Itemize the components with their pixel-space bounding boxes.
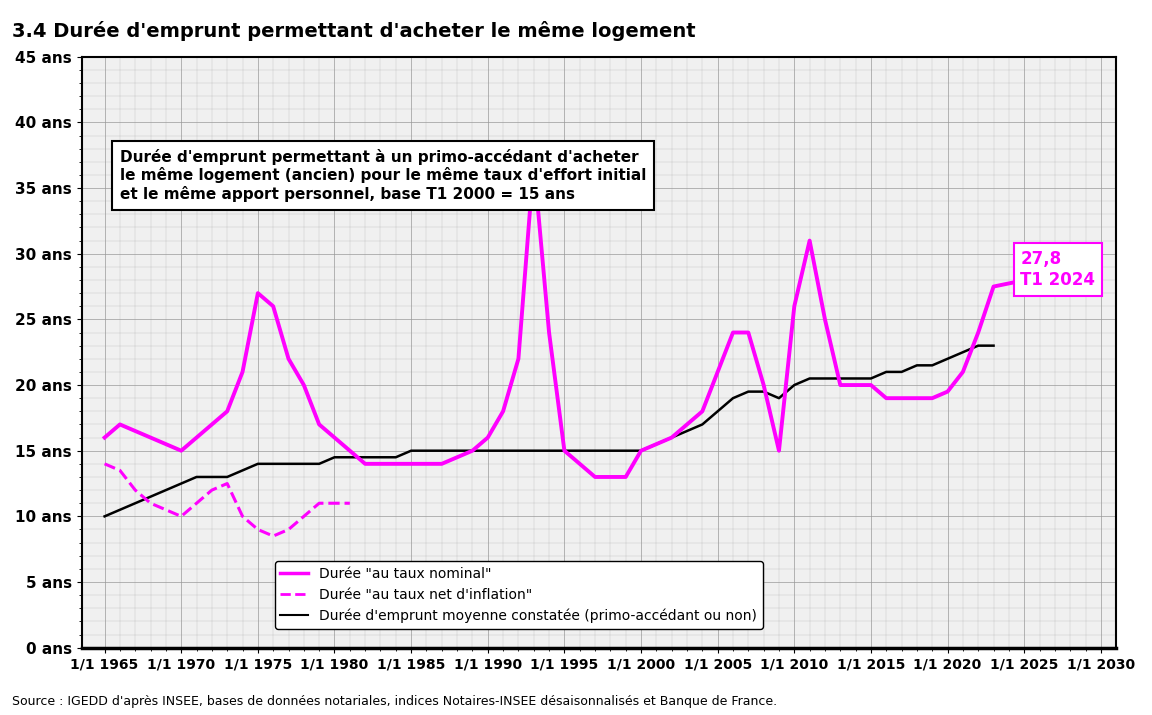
Legend: Durée "au taux nominal", Durée "au taux net d'inflation", Durée d'emprunt moyenn: Durée "au taux nominal", Durée "au taux …: [275, 561, 763, 629]
Text: Durée d'emprunt permettant à un primo-accédant d'acheter
le même logement (ancie: Durée d'emprunt permettant à un primo-ac…: [120, 149, 646, 202]
Text: Source : IGEDD d'après INSEE, bases de données notariales, indices Notaires-INSE: Source : IGEDD d'après INSEE, bases de d…: [12, 695, 776, 708]
Text: 27,8
T1 2024: 27,8 T1 2024: [1021, 250, 1096, 289]
Text: 3.4 Durée d'emprunt permettant d'acheter le même logement: 3.4 Durée d'emprunt permettant d'acheter…: [12, 21, 695, 41]
